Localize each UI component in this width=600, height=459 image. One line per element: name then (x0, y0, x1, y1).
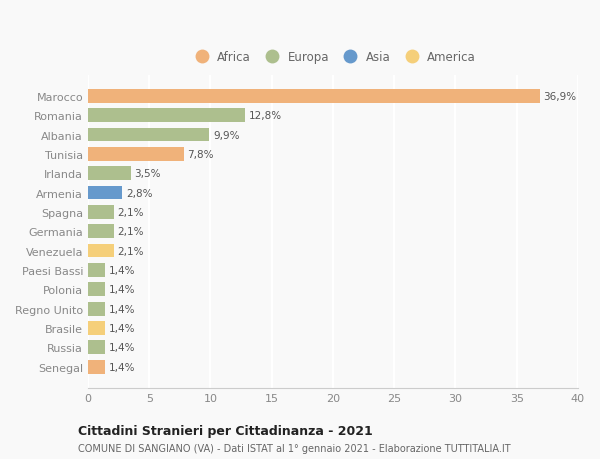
Text: 7,8%: 7,8% (187, 150, 214, 160)
Bar (88, 206, 114, 219)
Text: 2,1%: 2,1% (118, 246, 144, 256)
Bar (88, 109, 245, 123)
Bar (88, 244, 114, 258)
Legend: Africa, Europa, Asia, America: Africa, Europa, Asia, America (187, 47, 479, 67)
Bar (88, 360, 105, 374)
Text: 3,5%: 3,5% (134, 169, 161, 179)
Bar (88, 186, 122, 200)
Text: 2,1%: 2,1% (118, 227, 144, 237)
Text: 1,4%: 1,4% (109, 323, 136, 333)
Text: COMUNE DI SANGIANO (VA) - Dati ISTAT al 1° gennaio 2021 - Elaborazione TUTTITALI: COMUNE DI SANGIANO (VA) - Dati ISTAT al … (78, 443, 511, 453)
Bar (88, 283, 105, 297)
Text: 1,4%: 1,4% (109, 342, 136, 353)
Text: 9,9%: 9,9% (213, 130, 239, 140)
Bar (88, 225, 114, 239)
Text: 1,4%: 1,4% (109, 304, 136, 314)
Text: 2,8%: 2,8% (126, 188, 152, 198)
Bar (88, 128, 209, 142)
Bar (88, 341, 105, 354)
Text: Cittadini Stranieri per Cittadinanza - 2021: Cittadini Stranieri per Cittadinanza - 2… (78, 424, 373, 437)
Bar (88, 90, 540, 104)
Bar (88, 321, 105, 335)
Bar (88, 148, 184, 162)
Text: 1,4%: 1,4% (109, 265, 136, 275)
Text: 1,4%: 1,4% (109, 285, 136, 295)
Bar (88, 167, 131, 181)
Text: 36,9%: 36,9% (544, 92, 577, 101)
Text: 2,1%: 2,1% (118, 207, 144, 218)
Bar (88, 263, 105, 277)
Text: 1,4%: 1,4% (109, 362, 136, 372)
Text: 12,8%: 12,8% (248, 111, 281, 121)
Bar (88, 302, 105, 316)
